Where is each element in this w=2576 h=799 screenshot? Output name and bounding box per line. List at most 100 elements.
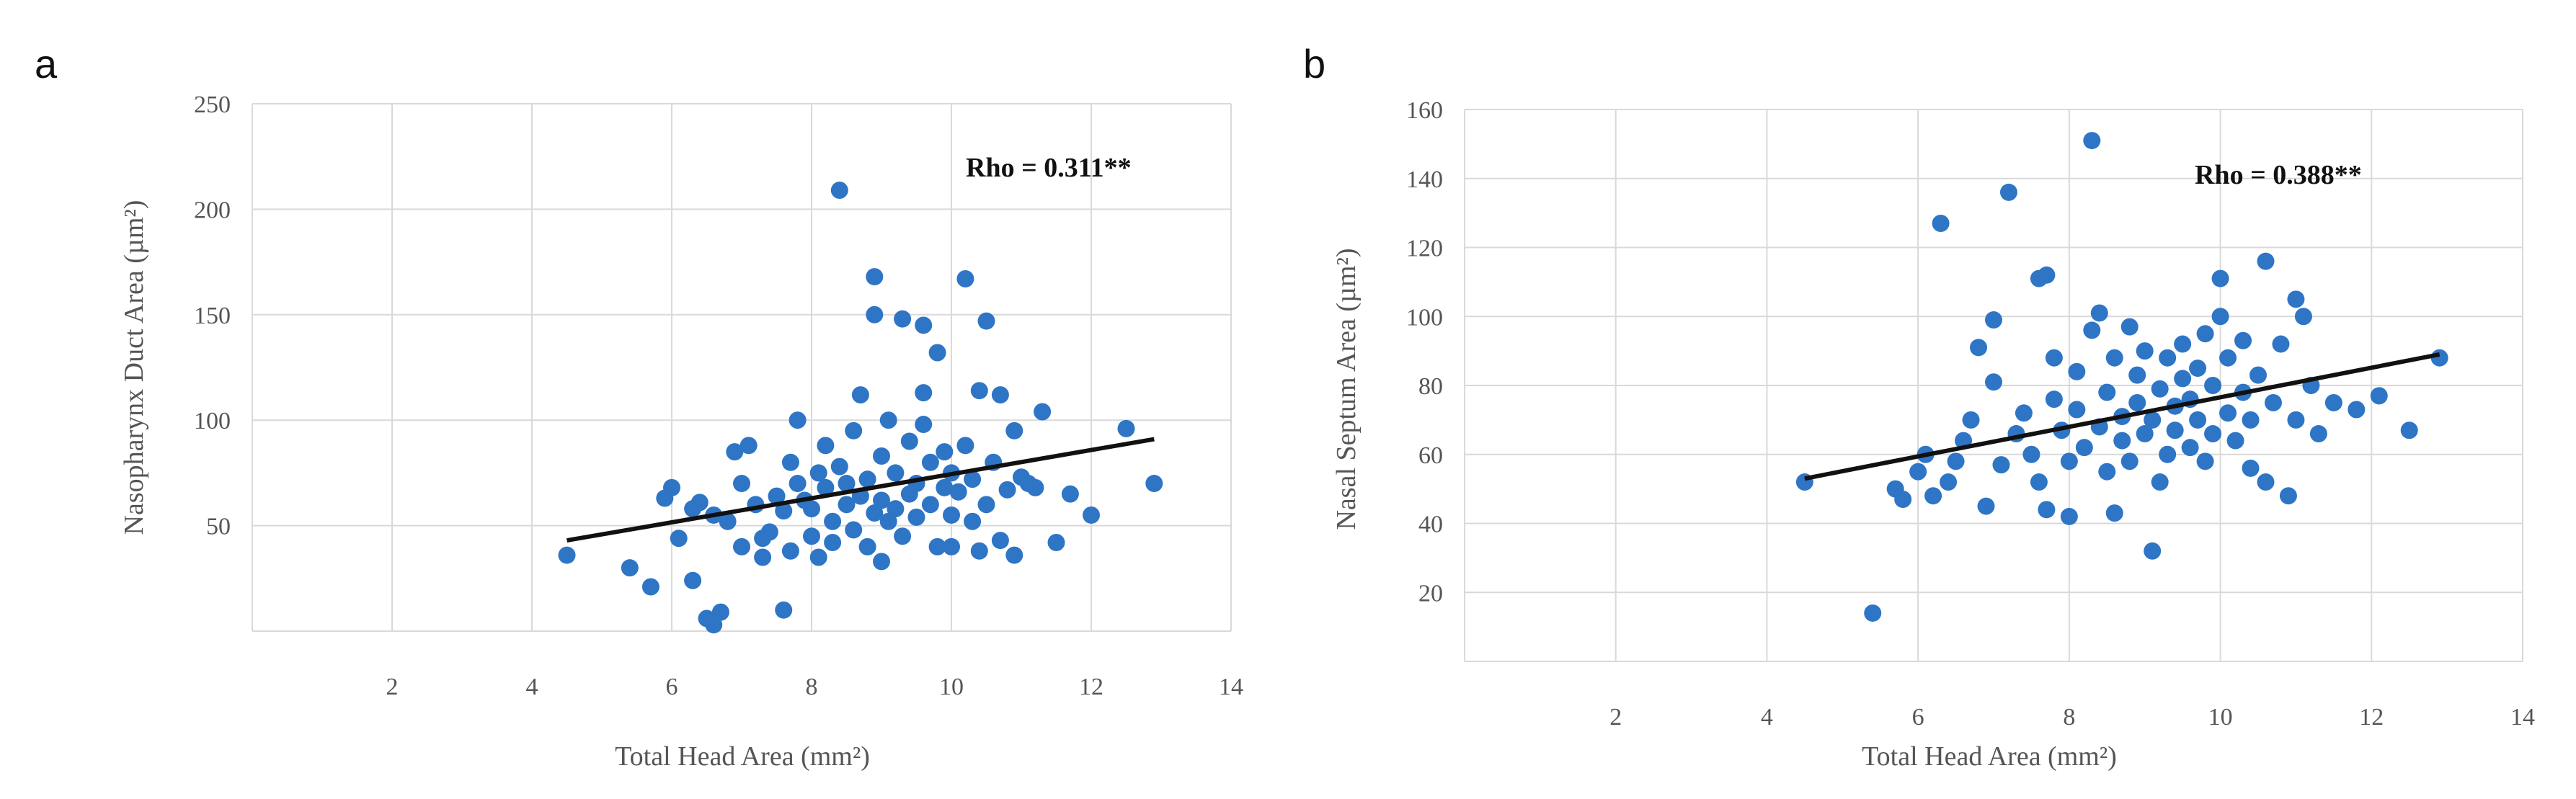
- data-point-b: [1894, 490, 1912, 508]
- data-point-a: [915, 416, 933, 434]
- data-point-a: [873, 491, 890, 509]
- data-point-a: [970, 382, 988, 400]
- data-point-a: [858, 470, 876, 488]
- y-tick-label-b: 100: [1406, 304, 1443, 331]
- data-point-b: [2060, 452, 2078, 470]
- data-point-b: [2060, 507, 2078, 525]
- data-point-a: [879, 512, 897, 530]
- data-point-b: [2272, 335, 2290, 353]
- data-point-b: [2083, 321, 2101, 339]
- x-tick-label-b: 12: [2359, 704, 2384, 731]
- x-tick-labels-a: 2 4 6 8 10 12 14: [386, 674, 1244, 700]
- x-tick-label-a: 2: [386, 674, 399, 700]
- data-point-a: [998, 481, 1016, 499]
- data-point-b: [2242, 459, 2260, 477]
- data-point-a: [809, 464, 827, 482]
- data-point-b: [2204, 377, 2222, 394]
- data-point-a: [824, 512, 842, 530]
- data-point-a: [684, 571, 702, 589]
- data-point-b: [2159, 445, 2177, 463]
- x-tick-label-a: 14: [1219, 674, 1243, 700]
- data-point-b: [2287, 290, 2305, 308]
- data-point-a: [558, 546, 576, 564]
- x-tick-label-a: 8: [806, 674, 818, 700]
- y-tick-label-b: 20: [1418, 580, 1443, 607]
- data-point-a: [817, 437, 835, 455]
- data-point-a: [789, 411, 807, 429]
- data-point-b: [2045, 390, 2063, 409]
- data-point-b: [2370, 387, 2388, 405]
- data-point-a: [887, 464, 905, 482]
- data-point-a: [789, 475, 807, 493]
- data-point-b: [2120, 452, 2138, 470]
- data-point-a: [1117, 419, 1135, 437]
- data-point-a: [830, 457, 848, 476]
- data-point-a: [1061, 485, 1079, 503]
- data-point-b: [2144, 542, 2162, 560]
- data-point-a: [956, 437, 974, 455]
- data-point-b: [2400, 421, 2418, 439]
- data-point-a: [956, 270, 974, 288]
- data-point-b: [2211, 308, 2229, 326]
- data-point-a: [663, 478, 680, 496]
- x-tick-label-a: 10: [939, 674, 964, 700]
- data-point-a: [851, 386, 869, 404]
- data-point-b: [2075, 439, 2093, 457]
- data-point-a: [803, 500, 820, 518]
- data-point-b: [2120, 318, 2138, 336]
- x-tick-label-a: 4: [526, 674, 538, 700]
- data-point-b: [1992, 456, 2010, 474]
- data-point-a: [866, 504, 884, 522]
- data-point-a: [845, 421, 863, 439]
- data-point-a: [845, 521, 863, 539]
- data-point-a: [1083, 506, 1100, 524]
- data-point-a: [726, 443, 744, 461]
- y-tick-label-a: 50: [206, 514, 231, 540]
- data-point-a: [977, 312, 995, 330]
- data-point-a: [621, 559, 639, 577]
- data-point-a: [894, 310, 912, 328]
- data-point-a: [705, 616, 723, 634]
- data-point-b: [2128, 366, 2146, 384]
- data-point-a: [873, 553, 890, 571]
- data-point-b: [1940, 473, 1958, 491]
- data-point-a: [809, 548, 827, 566]
- data-point-b: [2242, 411, 2260, 429]
- data-point-b: [2174, 370, 2192, 388]
- data-point-a: [740, 437, 758, 455]
- data-point-b: [1932, 214, 1950, 232]
- data-point-a: [915, 316, 933, 334]
- scatter-points-a: [558, 182, 1163, 634]
- y-tick-labels-b: 20 40 60 80 100 120 140 160: [1406, 97, 1443, 607]
- data-point-a: [838, 475, 856, 493]
- data-point-b: [2294, 308, 2312, 326]
- data-point-b: [2090, 304, 2108, 322]
- data-point-a: [964, 470, 982, 488]
- data-point-a: [733, 537, 750, 555]
- data-point-b: [2030, 473, 2048, 491]
- data-point-a: [943, 506, 960, 524]
- data-point-a: [817, 478, 835, 496]
- data-point-a: [641, 578, 659, 596]
- data-point-b: [2257, 252, 2275, 270]
- data-point-b: [1947, 452, 1965, 470]
- x-tick-label-b: 4: [1761, 704, 1773, 731]
- trendline-a: [566, 437, 1155, 543]
- data-point-b: [2128, 393, 2146, 411]
- y-axis-title-a: Nasopharynx Duct Area (µm²): [119, 200, 149, 535]
- data-point-b: [2015, 404, 2033, 422]
- data-point-b: [2249, 366, 2267, 384]
- data-point-b: [2287, 411, 2305, 429]
- data-point-b: [1909, 463, 1927, 481]
- data-point-b: [2257, 473, 2275, 491]
- data-point-a: [921, 453, 939, 471]
- data-point-a: [915, 384, 933, 402]
- data-point-a: [803, 527, 820, 545]
- data-point-a: [887, 500, 905, 518]
- data-point-b: [2098, 383, 2116, 401]
- data-point-b: [2211, 269, 2229, 287]
- data-point-a: [781, 542, 799, 560]
- data-point-b: [1970, 339, 1988, 357]
- x-tick-label-b: 10: [2208, 704, 2233, 731]
- data-point-b: [2068, 362, 2086, 380]
